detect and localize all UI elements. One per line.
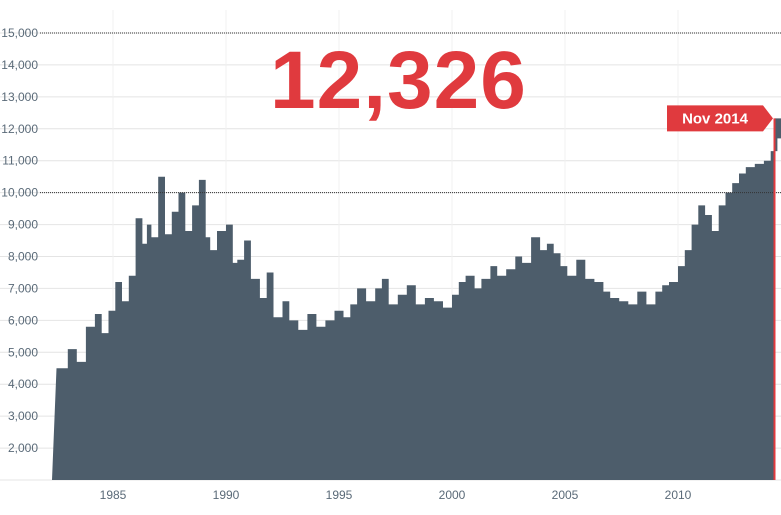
y-tick-label: 12,000 <box>1 122 38 136</box>
x-tick-label: 2010 <box>665 488 692 502</box>
latest-value-callout: Nov 2014 <box>667 105 776 480</box>
x-tick-label: 1995 <box>326 488 353 502</box>
y-tick-label: 10,000 <box>1 186 38 200</box>
y-tick-label: 3,000 <box>8 409 38 423</box>
y-tick-label: 2,000 <box>8 441 38 455</box>
y-tick-label: 11,000 <box>2 154 38 168</box>
x-axis-ticks: 1985 1990 1995 2000 2005 2010 <box>100 488 692 502</box>
y-tick-label: 5,000 <box>8 345 38 359</box>
y-tick-label: 6,000 <box>8 313 38 327</box>
x-tick-label: 1985 <box>100 488 127 502</box>
x-tick-label: 2005 <box>552 488 579 502</box>
y-tick-label: 14,000 <box>1 58 38 72</box>
y-tick-label: 15,000 <box>1 26 38 40</box>
reference-lines <box>40 32 781 194</box>
y-tick-label: 13,000 <box>1 90 38 104</box>
headline-value: 12,326 <box>270 35 527 126</box>
data-area <box>52 118 781 480</box>
y-tick-label: 8,000 <box>8 250 38 264</box>
callout-label: Nov 2014 <box>682 110 749 127</box>
callout-flag <box>667 105 773 132</box>
y-tick-label: 7,000 <box>8 281 38 295</box>
y-tick-label: 9,000 <box>8 218 38 232</box>
y-tick-label: 4,000 <box>8 377 38 391</box>
x-tick-label: 2000 <box>439 488 466 502</box>
x-tick-label: 1990 <box>213 488 240 502</box>
y-axis-ticks: 2,000 3,000 4,000 5,000 6,000 7,000 8,000 9,000… <box>1 26 38 455</box>
